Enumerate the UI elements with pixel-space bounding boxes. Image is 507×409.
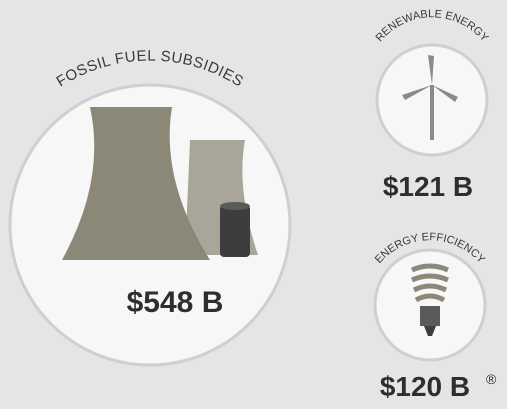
renewable-amount: $121 B: [383, 171, 473, 202]
fossil-amount: $548 B: [127, 286, 224, 319]
footnote-mark: ®: [486, 371, 497, 387]
efficiency-amount: $120 B: [380, 371, 470, 402]
infographic: FOSSIL FUEL SUBSIDIES $548 B RENEWABLE E…: [0, 0, 507, 409]
bulb-base: [420, 306, 440, 326]
barrel-top: [220, 202, 250, 210]
oil-barrel: [220, 205, 250, 257]
